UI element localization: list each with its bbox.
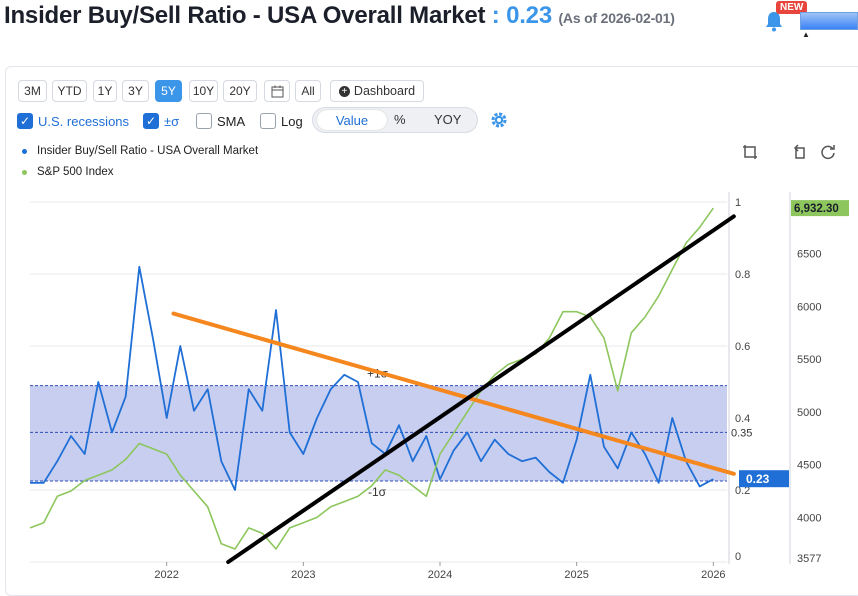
range-button-1y[interactable]: 1Y [93, 80, 117, 102]
legend-item-ratio[interactable]: Insider Buy/Sell Ratio - USA Overall Mar… [22, 145, 258, 157]
log-checkbox[interactable] [260, 113, 276, 129]
mode-switch: Value % YOY [312, 107, 478, 133]
dashboard-button[interactable]: + Dashboard [330, 80, 424, 102]
ratio-tick-label: 0 [735, 551, 741, 563]
refresh-icon[interactable] [820, 144, 836, 160]
calendar-button[interactable] [264, 80, 290, 102]
gear-icon[interactable] [490, 111, 508, 129]
log-toggle[interactable]: Log [260, 110, 303, 132]
legend-item-spx[interactable]: S&P 500 Index [22, 166, 114, 178]
ratio-tick-label: 1 [735, 197, 741, 209]
ratio-tick-label: 0.4 [735, 413, 750, 425]
x-tick-label: 2025 [564, 569, 588, 581]
page-header: Insider Buy/Sell Ratio - USA Overall Mar… [0, 0, 858, 40]
spx-tick-label: 6000 [797, 301, 821, 313]
log-label: Log [281, 113, 303, 129]
spx-current-label: 6,932.30 [794, 203, 839, 215]
ratio-current-label: 0.23 [746, 472, 770, 486]
caret-up-icon: ▲ [802, 30, 810, 39]
dashboard-label: Dashboard [353, 84, 416, 98]
spx-tick-label: 5500 [797, 354, 821, 366]
undo-zoom-icon[interactable] [794, 144, 810, 160]
bell-icon[interactable] [764, 10, 784, 32]
title-text: Insider Buy/Sell Ratio - USA Overall Mar… [4, 2, 486, 29]
range-button-20y[interactable]: 20Y [223, 80, 257, 102]
legend-label-spx: S&P 500 Index [37, 166, 114, 178]
sma-toggle[interactable]: SMA [196, 110, 245, 132]
sma-checkbox[interactable] [196, 113, 212, 129]
mode-value[interactable]: Value [317, 110, 387, 130]
recessions-label: U.S. recessions [38, 113, 130, 129]
sigma-checkbox[interactable]: ✓ [143, 113, 159, 129]
ratio-series-line[interactable] [30, 265, 714, 491]
mode-percent[interactable]: % [394, 112, 406, 127]
ratio-tick-label: 0.8 [735, 269, 750, 281]
x-tick-label: 2023 [291, 569, 315, 581]
range-button-3m[interactable]: 3M [18, 80, 47, 102]
ratio-tick-label: 0.2 [735, 485, 750, 497]
sigma-band [30, 385, 727, 481]
range-button-ytd[interactable]: YTD [52, 80, 87, 102]
crop-icon[interactable] [742, 144, 758, 160]
sigma-mean-label: 0.35 [731, 427, 752, 439]
range-button-10y[interactable]: 10Y [189, 80, 218, 102]
title-separator: : [491, 2, 500, 29]
new-badge: NEW [776, 1, 808, 14]
ratio-current-flag [739, 470, 789, 488]
recessions-checkbox[interactable]: ✓ [17, 113, 33, 129]
orange-trendline[interactable] [171, 311, 736, 476]
x-tick-label: 2026 [701, 569, 725, 581]
spx-min-label: 3577 [797, 553, 821, 565]
range-button-all[interactable]: All [295, 80, 321, 102]
spx-series-line[interactable] [29, 207, 714, 550]
sigma-toggle[interactable]: ✓ ±σ [143, 110, 179, 132]
chart-area[interactable]: +1σ-1σ0.352022202320242025202600.20.40.6… [0, 185, 858, 588]
recessions-toggle[interactable]: ✓ U.S. recessions [17, 110, 129, 132]
plus-circle-icon: + [338, 85, 350, 97]
black-trendline[interactable] [226, 214, 736, 564]
spx-tick-label: 4000 [797, 512, 821, 524]
sigma-lower-label: -1σ [368, 485, 387, 499]
sma-label: SMA [217, 113, 246, 129]
spx-current-flag [791, 200, 849, 217]
mode-yoy[interactable]: YOY [434, 112, 462, 127]
sigma-label: ±σ [164, 113, 180, 129]
legend-swatch-spx [22, 169, 27, 175]
page-title: Insider Buy/Sell Ratio - USA Overall Mar… [4, 2, 675, 30]
spx-tick-label: 6500 [797, 249, 821, 261]
range-button-3y[interactable]: 3Y [122, 80, 149, 102]
spx-tick-label: 5000 [797, 407, 821, 419]
legend-swatch-ratio [22, 148, 27, 154]
user-menu[interactable] [800, 12, 858, 30]
legend-label-ratio: Insider Buy/Sell Ratio - USA Overall Mar… [37, 145, 259, 157]
spx-tick-label: 4500 [797, 460, 821, 472]
ratio-tick-label: 0.6 [735, 341, 750, 353]
x-tick-label: 2024 [428, 569, 452, 581]
x-tick-label: 2022 [154, 569, 178, 581]
range-button-5y[interactable]: 5Y [155, 80, 182, 102]
calendar-icon [271, 85, 283, 97]
current-value: 0.23 [506, 2, 552, 29]
as-of-date: (As of 2026-02-01) [558, 10, 675, 26]
